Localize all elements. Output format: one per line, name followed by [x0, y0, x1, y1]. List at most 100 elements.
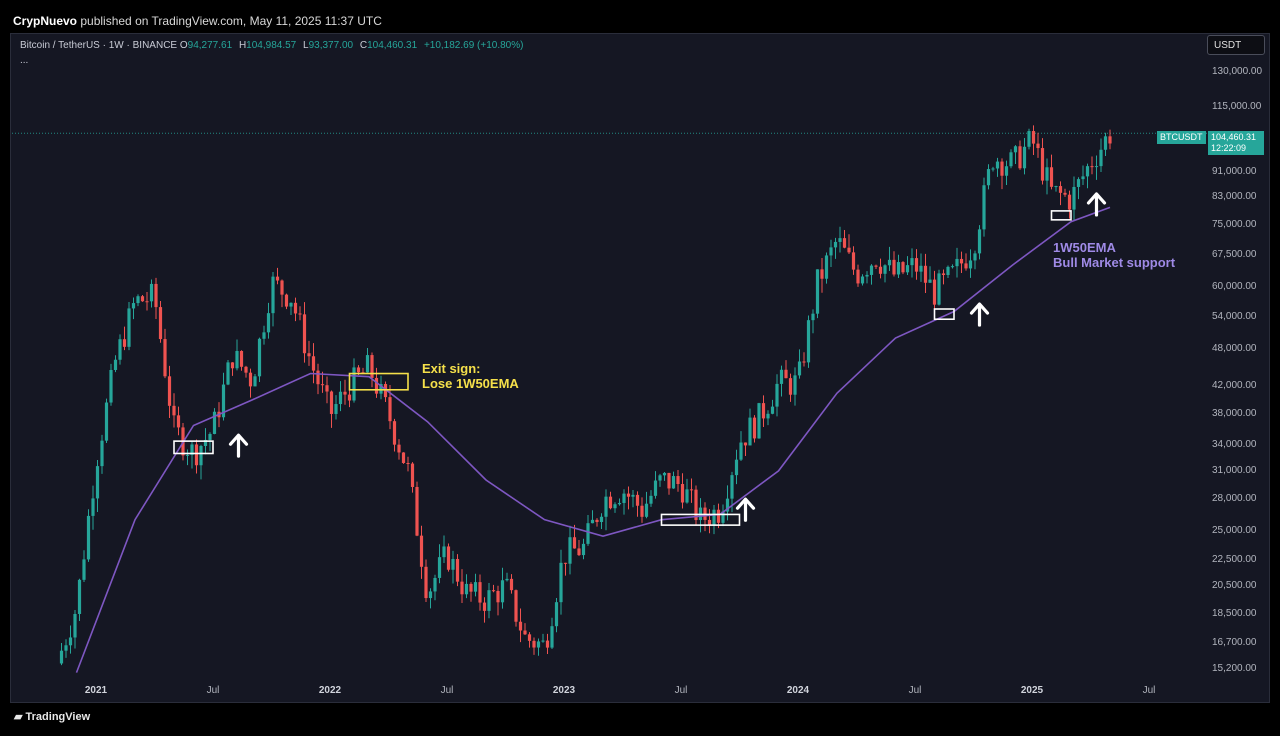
candle-body — [271, 276, 275, 314]
candle-body — [460, 581, 464, 595]
candle-body — [1067, 194, 1072, 210]
x-tick-label: 2021 — [84, 685, 108, 696]
candle-body — [622, 493, 626, 503]
candle-body — [649, 495, 653, 504]
candle-body — [122, 339, 127, 347]
candle-body — [874, 265, 878, 267]
y-tick-label: 54,000.00 — [1212, 310, 1257, 322]
candle-body — [707, 519, 712, 526]
candle-body — [1031, 131, 1036, 144]
candle-body — [586, 523, 590, 544]
candle-body — [113, 359, 118, 370]
candle-body — [307, 353, 311, 357]
candle-body — [212, 411, 217, 434]
candle-body — [379, 384, 383, 394]
candle-body — [1072, 186, 1076, 210]
x-tick-label: Jul — [908, 685, 922, 696]
high-label: H — [238, 40, 247, 51]
candle-body — [311, 356, 316, 371]
currency-button[interactable]: USDT — [1207, 35, 1265, 55]
candle-body — [262, 332, 266, 339]
candle-body — [901, 262, 905, 273]
candle-body — [406, 463, 410, 465]
candle-body — [599, 516, 604, 523]
candle-body — [950, 266, 955, 268]
y-tick-label: 25,000.00 — [1212, 524, 1257, 536]
candle-body — [1085, 166, 1090, 177]
candle-body — [554, 602, 559, 627]
candle-body — [563, 562, 568, 564]
candle-body — [455, 558, 460, 582]
candle-body — [694, 489, 698, 521]
candle-body — [446, 546, 451, 570]
candle-body — [635, 494, 640, 506]
candle-body — [878, 266, 883, 274]
candle-body — [442, 546, 446, 558]
candle-body — [199, 445, 203, 466]
candle-body — [527, 634, 532, 641]
tradingview-icon: ▰ — [14, 711, 23, 723]
candle-body — [955, 258, 959, 267]
candle-body — [172, 405, 176, 416]
candle-body — [185, 454, 190, 456]
y-tick-label: 83,000.00 — [1212, 191, 1257, 203]
candle-body — [851, 252, 856, 270]
candle-body — [968, 260, 973, 269]
candle-body — [293, 302, 298, 314]
candle-body — [869, 265, 874, 275]
candle-body — [802, 361, 806, 363]
candle-body — [743, 442, 748, 446]
candle-body — [779, 369, 784, 384]
candle-body — [806, 320, 811, 363]
candle-body — [887, 259, 892, 266]
candle-body — [109, 369, 113, 403]
y-tick-label: 20,500.00 — [1212, 579, 1257, 591]
candle-body — [761, 403, 766, 419]
candle-body — [509, 578, 514, 591]
y-tick-label: 115,000.00 — [1212, 100, 1262, 112]
candle-body — [86, 515, 91, 560]
candle-body — [176, 415, 181, 428]
candle-body — [329, 391, 334, 414]
candle-body — [523, 630, 527, 635]
candle-body — [824, 255, 829, 279]
publisher-line: CrypNuevo published on TradingView.com, … — [13, 14, 382, 28]
candle-body — [424, 566, 428, 599]
candle-body — [473, 582, 478, 592]
candle-body — [946, 266, 950, 276]
ema-annotation-line2: Bull Market support — [1053, 255, 1176, 270]
close-value: 104,460.31 — [367, 40, 418, 51]
candle-body — [680, 484, 685, 503]
candle-body — [973, 253, 977, 261]
candle-body — [905, 265, 910, 273]
candle-body — [536, 641, 541, 648]
candle-body — [959, 258, 964, 264]
close-label: C — [359, 40, 368, 51]
candle-body — [208, 433, 212, 440]
candle-body — [127, 308, 131, 347]
legend-more-button[interactable]: ... — [20, 55, 29, 66]
tradingview-logo[interactable]: ▰ TradingView — [14, 710, 90, 723]
candle-body — [559, 562, 563, 603]
candle-body — [797, 361, 802, 376]
support-box — [348, 372, 409, 391]
candle-body — [1099, 149, 1103, 167]
candle-body — [1013, 146, 1018, 153]
candle-body — [1108, 136, 1112, 144]
candle-body — [793, 375, 797, 395]
candle-body — [91, 498, 95, 516]
candle-body — [928, 279, 932, 283]
candle-body — [401, 452, 406, 464]
candle-body — [941, 273, 946, 276]
candle-body — [1036, 143, 1040, 149]
candle-body — [788, 378, 793, 395]
candle-body — [59, 650, 64, 664]
candle-body — [676, 476, 680, 485]
candle-body — [892, 259, 896, 275]
candle-body — [104, 402, 109, 441]
candle-body — [469, 583, 473, 592]
candle-body — [964, 263, 968, 269]
candle-body — [356, 367, 361, 373]
y-tick-label: 34,000.00 — [1212, 439, 1257, 451]
